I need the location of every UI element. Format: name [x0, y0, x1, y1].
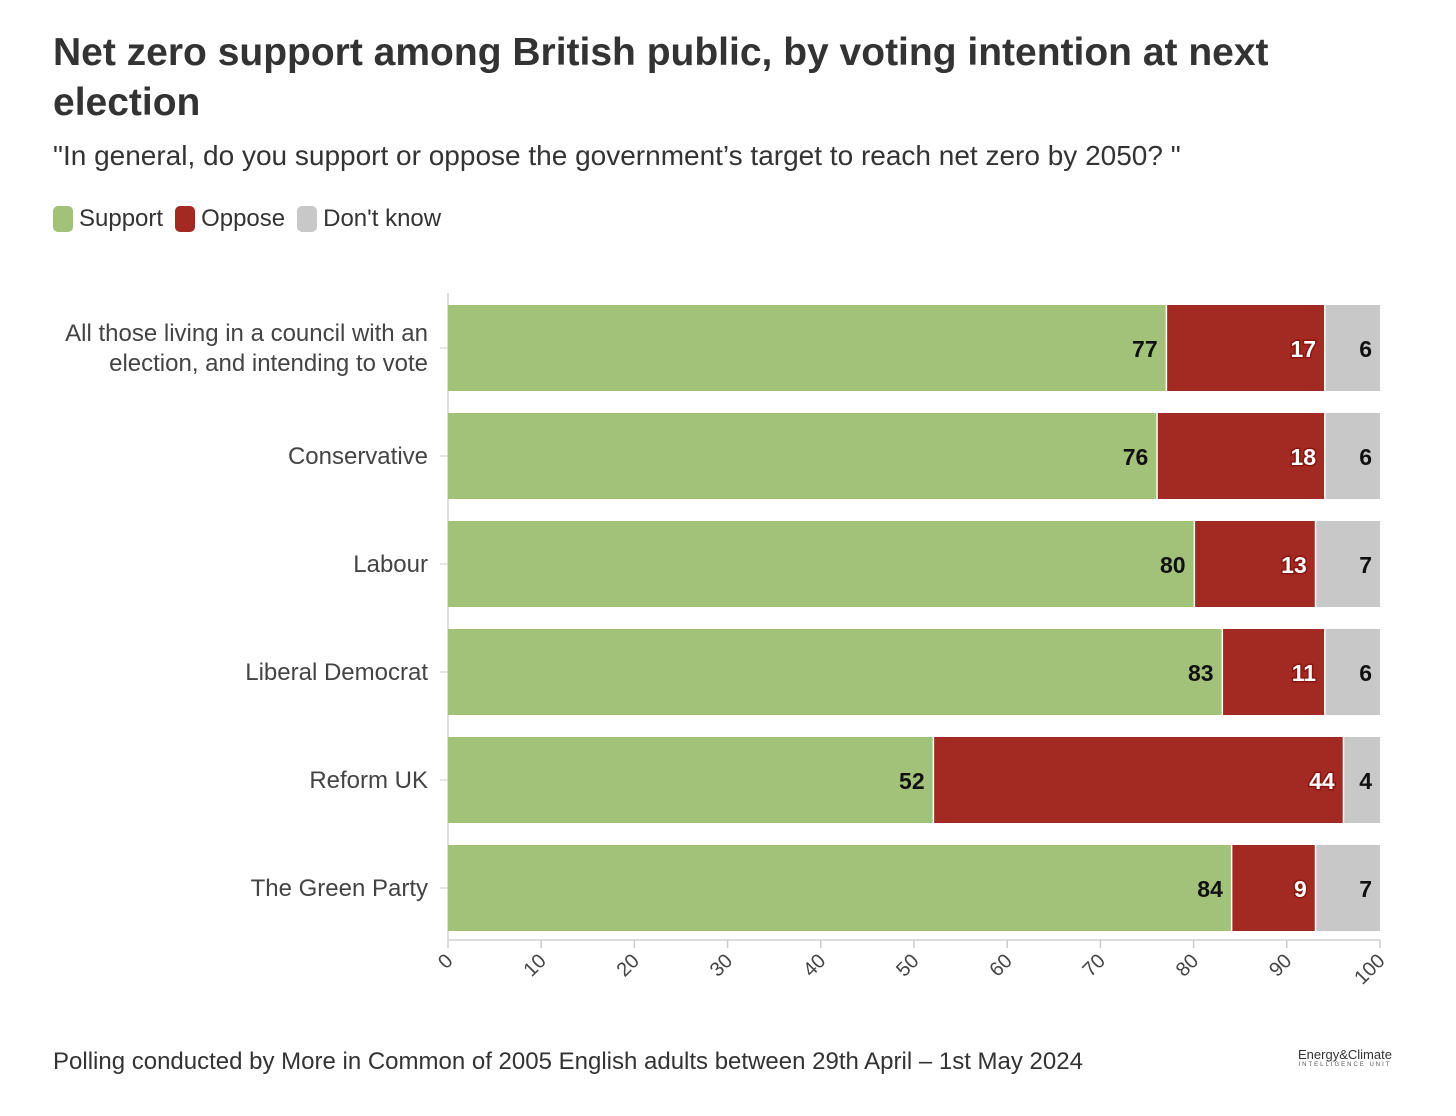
chart-subtitle: "In general, do you support or oppose th… [53, 140, 1181, 171]
bar-support [448, 629, 1222, 715]
legend-support[interactable]: Support [53, 205, 163, 233]
x-tick-label: 30 [706, 950, 737, 981]
data-label: 11 [1292, 660, 1317, 686]
legend-swatch [175, 206, 196, 232]
bar-support [448, 521, 1194, 607]
data-label: 7 [1359, 876, 1372, 902]
data-label: 52 [899, 768, 925, 794]
x-tick-label: 0 [434, 950, 457, 973]
logo-line2: INTELLIGENCE UNIT [1298, 1062, 1392, 1068]
bar-support [448, 305, 1166, 391]
legend-label: Support [79, 205, 164, 232]
bar-oppose [934, 737, 1343, 823]
x-tick-label: 40 [799, 950, 830, 981]
legend-swatch [297, 206, 318, 232]
legend-dont-know[interactable]: Don't know [297, 205, 441, 233]
legend-oppose[interactable]: Oppose [175, 205, 285, 233]
data-label: 76 [1123, 444, 1149, 470]
legend-label: Don't know [323, 205, 442, 232]
category-label: All those living in a council with an [65, 320, 428, 347]
data-label: 9 [1294, 876, 1307, 902]
data-label: 13 [1281, 552, 1307, 578]
category-label: The Green Party [251, 875, 428, 902]
x-tick-label: 60 [985, 950, 1016, 981]
data-label: 83 [1188, 660, 1214, 686]
x-tick-label: 50 [892, 950, 923, 981]
category-label: Conservative [288, 443, 428, 470]
x-tick-label: 100 [1350, 950, 1389, 989]
bar-oppose [1232, 845, 1315, 931]
x-tick-label: 10 [519, 950, 550, 981]
data-label: 77 [1132, 336, 1158, 362]
bar-oppose [1223, 629, 1325, 715]
logo-line1: Energy&Climate [1298, 1047, 1392, 1062]
data-label: 6 [1359, 444, 1372, 470]
footer-note: Polling conducted by More in Common of 2… [53, 1048, 1083, 1075]
data-label: 7 [1359, 552, 1372, 578]
bar-don-t-know [1316, 521, 1380, 607]
data-label: 4 [1359, 768, 1372, 794]
x-tick-label: 70 [1079, 950, 1110, 981]
bar-don-t-know [1325, 305, 1380, 391]
legend: Support Oppose Don't know [53, 205, 441, 233]
x-tick-label: 90 [1265, 950, 1296, 981]
bar-support [448, 413, 1157, 499]
chart-title: Net zero support among British public, b… [53, 31, 1269, 124]
bar-support [448, 845, 1231, 931]
category-label: Labour [353, 551, 428, 578]
legend-swatch [53, 206, 73, 232]
data-label: 6 [1359, 336, 1372, 362]
logo: Energy&Climate INTELLIGENCE UNIT [1298, 1047, 1392, 1068]
bar-support [448, 737, 933, 823]
data-label: 17 [1290, 336, 1316, 362]
bar-oppose [1167, 305, 1325, 391]
bar-oppose [1157, 413, 1325, 499]
bar-don-t-know [1316, 845, 1380, 931]
x-tick-label: 80 [1172, 950, 1203, 981]
bar-don-t-know [1325, 413, 1380, 499]
category-label: election, and intending to vote [109, 350, 428, 377]
bar-oppose [1195, 521, 1315, 607]
data-label: 18 [1290, 444, 1316, 470]
category-label: Reform UK [309, 767, 428, 794]
data-label: 44 [1309, 768, 1335, 794]
bar-don-t-know [1325, 629, 1380, 715]
legend-label: Oppose [201, 205, 286, 232]
x-tick-label: 20 [613, 950, 644, 981]
data-label: 80 [1160, 552, 1186, 578]
category-label: Liberal Democrat [245, 659, 428, 686]
data-label: 6 [1359, 660, 1372, 686]
data-label: 84 [1197, 876, 1223, 902]
bar-don-t-know [1344, 737, 1380, 823]
